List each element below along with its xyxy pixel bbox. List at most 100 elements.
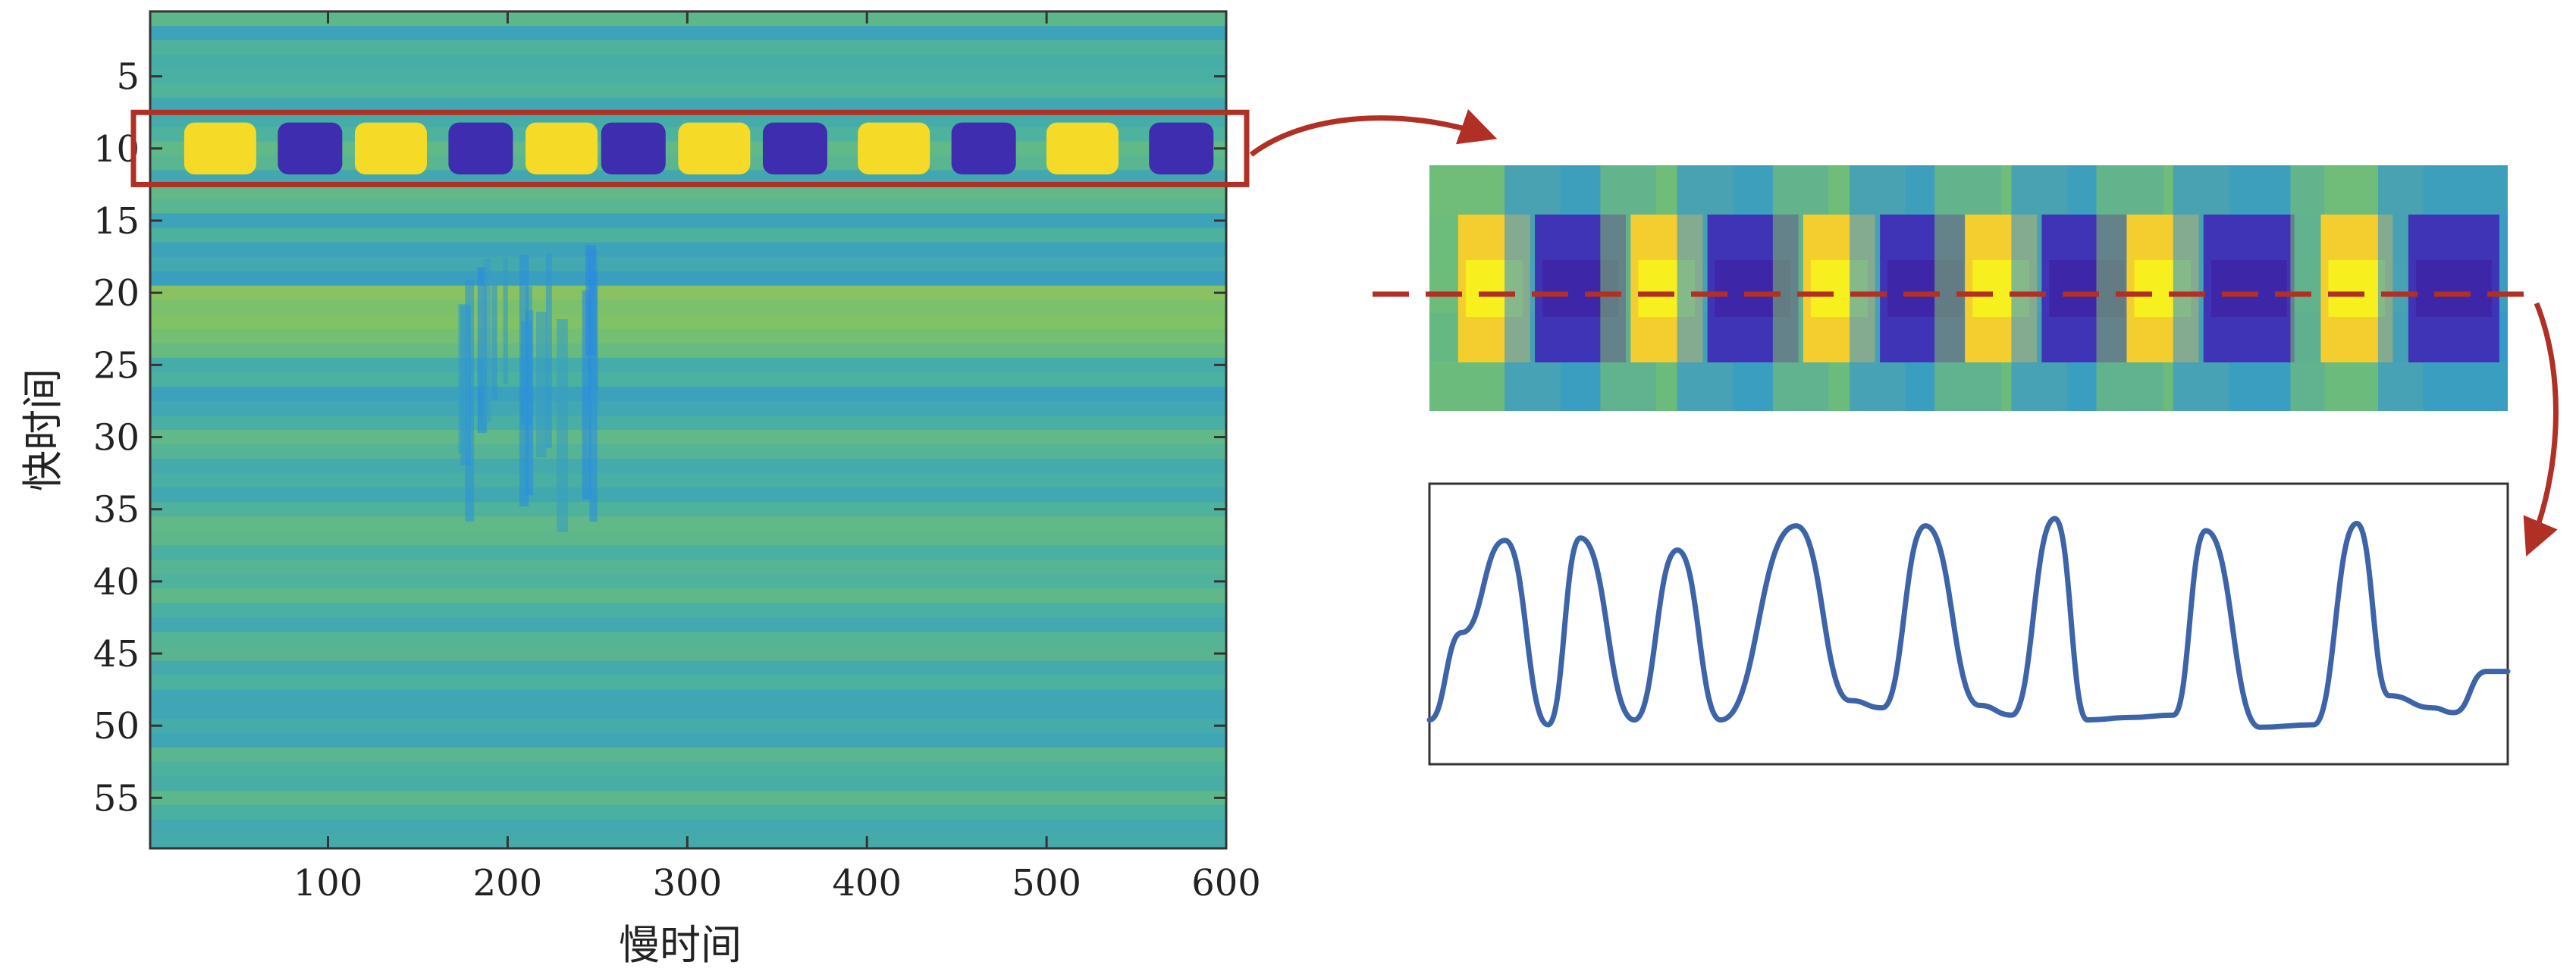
heatmap-row	[150, 371, 1226, 387]
heatmap-row	[150, 531, 1226, 546]
y-tick-label: 20	[93, 272, 140, 315]
heatmap-artifact-streak	[557, 319, 568, 532]
heatmap-row	[150, 487, 1226, 503]
extract-arrow	[2523, 302, 2559, 557]
waveform-line	[1426, 516, 2511, 730]
x-axis-title: 慢时间	[619, 921, 742, 969]
heatmap-row	[150, 314, 1226, 330]
x-tick-label: 600	[1191, 862, 1261, 904]
heatmap-band-cell	[951, 122, 1016, 175]
heatmap-row	[150, 242, 1226, 258]
zoom-band-core	[2210, 260, 2287, 317]
heatmap-band-cell	[858, 122, 930, 175]
zoom-band-core	[2328, 260, 2386, 317]
zoom-arrow	[1249, 108, 1498, 157]
heatmap-row	[150, 502, 1226, 517]
heatmap-row	[150, 386, 1226, 402]
heatmap-band-cell	[1149, 122, 1214, 175]
heatmap-artifact-streak	[491, 285, 497, 400]
heatmap-artifact-streak	[582, 290, 591, 500]
heatmap-band-cell	[278, 122, 343, 175]
zoom-heatmap	[1373, 165, 2537, 411]
y-tick-label: 30	[93, 417, 140, 459]
heatmap-row	[150, 617, 1226, 632]
heatmap-row	[150, 646, 1226, 662]
zoom-heatmap-cells	[1429, 165, 2508, 411]
waveform-frame	[1428, 482, 2509, 766]
heatmap-band-cell	[678, 122, 751, 175]
heatmap-artifact-streak	[520, 321, 532, 425]
heatmap-row	[150, 271, 1226, 287]
heatmap-row	[150, 603, 1226, 618]
heatmap-row	[150, 660, 1226, 676]
heatmap-band-cell	[448, 122, 513, 175]
y-tick-label: 45	[93, 633, 140, 676]
heatmap-artifact-streak	[503, 258, 508, 384]
x-tick-label: 300	[653, 862, 723, 904]
heatmap-row	[150, 444, 1226, 459]
heatmap-band-cell	[601, 122, 666, 175]
heatmap-row	[150, 199, 1226, 214]
heatmap-row	[150, 430, 1226, 445]
heatmap-artifact-streak	[458, 304, 470, 454]
heatmap-row	[150, 689, 1226, 705]
heatmap-row	[150, 285, 1226, 301]
heatmap-band-cell	[184, 122, 256, 175]
heatmap-row	[150, 574, 1226, 589]
heatmap-row	[150, 761, 1226, 777]
waveform-panel	[1426, 482, 2511, 766]
heatmap-row	[150, 588, 1226, 603]
heatmap-row	[150, 299, 1226, 315]
heatmap-row	[150, 55, 1226, 70]
heatmap-row	[150, 357, 1226, 373]
heatmap-row	[150, 459, 1226, 474]
heatmap-row	[150, 69, 1226, 84]
heatmap-band-cell	[354, 122, 427, 175]
x-tick-label: 500	[1012, 862, 1081, 904]
highlight-box	[130, 109, 1250, 187]
heatmap-row	[150, 40, 1226, 55]
y-tick-label: 50	[93, 705, 140, 748]
heatmap-row	[150, 343, 1226, 359]
heatmap-row	[150, 675, 1226, 691]
heatmap-row	[150, 256, 1226, 272]
heatmap-row	[150, 400, 1226, 416]
x-axis-ticks: 100 200 300 400 500 600	[293, 11, 1261, 904]
heatmap-row	[150, 26, 1226, 41]
heatmap-row	[150, 98, 1226, 113]
main-heatmap: 100 200 300 400 500 600 510152025303540455055…	[19, 10, 1261, 969]
heatmap-row	[150, 184, 1226, 199]
heatmap-row	[150, 213, 1226, 229]
heatmap-row	[150, 790, 1226, 806]
heatmap-artifact-streak	[585, 245, 596, 356]
y-tick-label: 35	[93, 489, 140, 531]
heatmap-row	[150, 632, 1226, 647]
main-heatmap-cells	[150, 11, 1226, 848]
heatmap-row	[150, 415, 1226, 431]
heatmap-row	[150, 473, 1226, 488]
heatmap-row	[150, 804, 1226, 820]
heatmap-artifact-streak	[483, 259, 491, 423]
heatmap-row	[150, 545, 1226, 560]
y-tick-label: 55	[93, 777, 140, 820]
heatmap-row	[150, 718, 1226, 734]
heatmap-row	[150, 732, 1226, 748]
heatmap-row	[150, 516, 1226, 531]
heatmap-row	[150, 83, 1226, 99]
x-tick-label: 200	[473, 862, 543, 904]
y-tick-label: 40	[93, 561, 140, 603]
heatmap-row	[150, 227, 1226, 243]
heatmap-row	[150, 328, 1226, 344]
heatmap-band-cell	[525, 122, 598, 175]
heatmap-artifact-streak	[545, 253, 552, 448]
x-tick-label: 400	[832, 862, 902, 904]
heatmap-row	[150, 704, 1226, 719]
heatmap-artifact-streak	[535, 312, 547, 458]
y-tick-label: 15	[93, 200, 140, 243]
heatmap-row	[150, 819, 1226, 835]
heatmap-band-cell	[1046, 122, 1119, 175]
x-tick-label: 100	[293, 862, 363, 904]
y-axis-title: 快时间	[19, 368, 67, 491]
